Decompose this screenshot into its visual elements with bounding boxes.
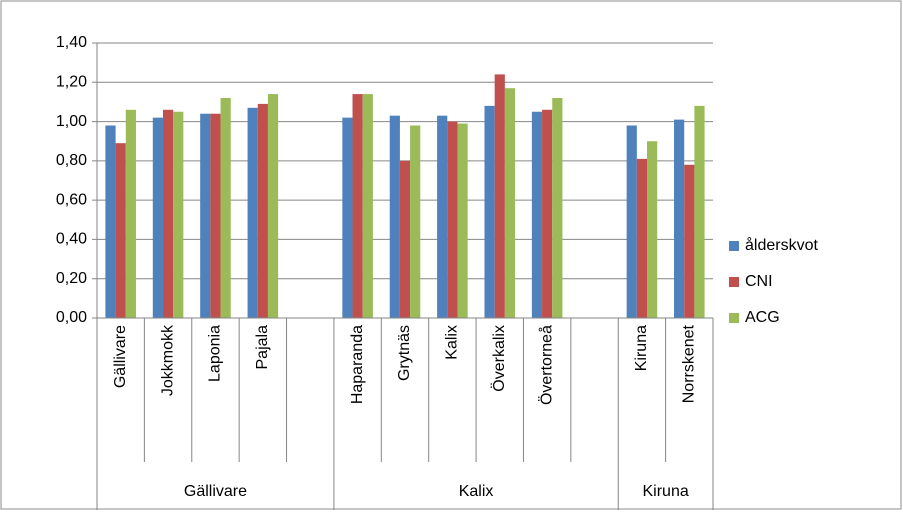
group-label: Gällivare xyxy=(184,483,247,500)
bar xyxy=(200,113,211,318)
bar xyxy=(352,94,363,318)
y-tick-label: 0,60 xyxy=(56,191,87,208)
bar xyxy=(389,115,400,318)
bar xyxy=(674,119,685,318)
bar xyxy=(484,105,495,318)
bar xyxy=(399,160,411,318)
bar xyxy=(247,107,258,318)
bar xyxy=(410,125,421,318)
bar xyxy=(105,125,116,318)
x-tick-label: Kalix xyxy=(444,325,461,360)
legend-swatch xyxy=(729,277,739,287)
y-tick-label: 0,40 xyxy=(56,231,87,248)
bar xyxy=(504,88,516,318)
x-tick-label: Kiruna xyxy=(633,325,650,371)
y-tick-label: 1,20 xyxy=(56,74,87,91)
bar xyxy=(684,164,695,318)
bar xyxy=(257,103,268,319)
legend-swatch xyxy=(729,313,739,323)
bar xyxy=(362,94,373,318)
bar xyxy=(626,125,637,318)
bar xyxy=(152,117,163,319)
legend-label: ACG xyxy=(745,309,780,326)
x-tick-label: Laponia xyxy=(207,325,224,382)
y-tick-label: 0,00 xyxy=(56,309,87,326)
bar xyxy=(531,111,543,318)
bar xyxy=(267,94,279,318)
bar xyxy=(115,143,126,318)
bar xyxy=(647,141,658,318)
bar xyxy=(694,105,705,318)
x-tick-label: Överkalix xyxy=(490,325,508,392)
bar xyxy=(494,74,505,318)
bar xyxy=(162,109,174,319)
group-label: Kiruna xyxy=(642,483,688,500)
y-tick-label: 1,40 xyxy=(56,34,87,51)
legend-label: CNI xyxy=(745,273,773,290)
bar xyxy=(636,158,648,318)
x-tick-label: Grytnäs xyxy=(396,325,413,381)
x-tick-label: Jokkmokk xyxy=(159,324,176,396)
bar xyxy=(220,98,231,318)
bar xyxy=(342,117,353,319)
bar xyxy=(457,123,468,319)
bar xyxy=(552,98,563,318)
bar xyxy=(542,109,553,319)
y-tick-label: 0,20 xyxy=(56,270,87,287)
legend-label: ålderskvot xyxy=(745,236,818,254)
legend-swatch xyxy=(729,241,739,251)
bar xyxy=(125,109,136,319)
y-tick-label: 1,00 xyxy=(56,113,87,130)
bar xyxy=(173,111,184,318)
bar xyxy=(447,121,458,318)
bar xyxy=(210,113,221,318)
x-tick-label: Gällivare xyxy=(112,325,129,388)
x-tick-label: Haparanda xyxy=(349,325,366,404)
x-tick-label: Norrskenet xyxy=(681,324,698,403)
x-tick-label: Pajala xyxy=(254,325,271,370)
group-label: Kalix xyxy=(459,483,494,500)
bar xyxy=(437,115,448,318)
y-tick-label: 0,80 xyxy=(56,152,87,169)
x-tick-label: Övertorneå xyxy=(537,325,555,405)
